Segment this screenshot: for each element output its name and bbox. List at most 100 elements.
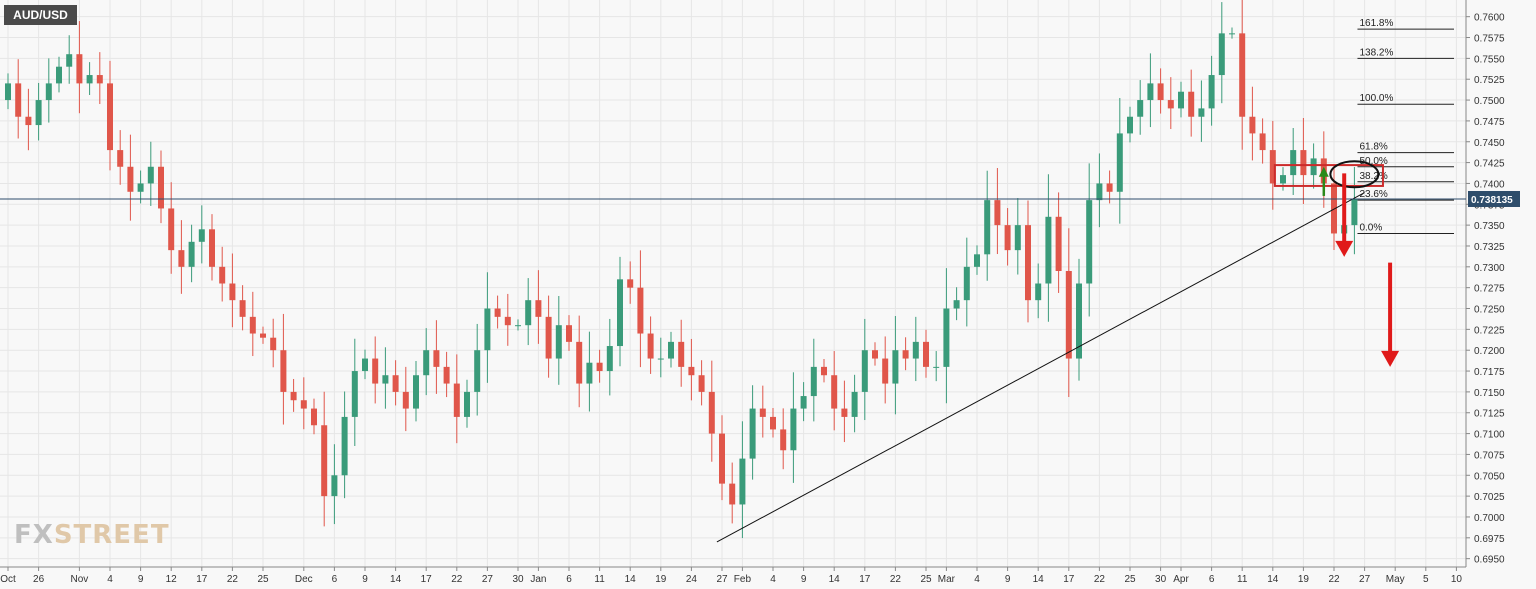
candle-body bbox=[158, 166, 164, 209]
candle-body bbox=[290, 391, 297, 401]
candle-body bbox=[790, 408, 797, 451]
candle-body bbox=[1259, 133, 1266, 151]
down-arrow-head bbox=[1335, 240, 1354, 257]
candle-body bbox=[372, 358, 379, 384]
candle-body bbox=[402, 391, 409, 409]
y-tick-label: 0.7550 bbox=[1474, 54, 1505, 65]
candle-body bbox=[1025, 225, 1031, 301]
candle-body bbox=[1014, 225, 1021, 251]
candle-body bbox=[453, 383, 460, 417]
candle-body bbox=[86, 75, 93, 84]
x-tick-label: 12 bbox=[166, 574, 178, 585]
candle-body bbox=[770, 416, 776, 430]
candle-body bbox=[1331, 183, 1337, 234]
candle-body bbox=[637, 287, 644, 334]
candle-body bbox=[698, 375, 705, 392]
fib-level-label: 50.0% bbox=[1359, 156, 1387, 167]
candle-body bbox=[76, 54, 83, 84]
x-tick-label: 4 bbox=[770, 574, 776, 585]
candle-body bbox=[1127, 116, 1133, 134]
y-tick-label: 0.7250 bbox=[1474, 305, 1505, 316]
candle-body bbox=[25, 116, 32, 126]
candle-body bbox=[545, 316, 552, 359]
x-tick-label: Dec bbox=[295, 574, 313, 585]
candle-body bbox=[953, 300, 960, 309]
fib-level-label: 38.2% bbox=[1359, 171, 1387, 182]
x-tick-label: 22 bbox=[890, 574, 902, 585]
candle-body bbox=[5, 83, 11, 101]
x-tick-label: Mar bbox=[938, 574, 956, 585]
candle-body bbox=[443, 366, 450, 384]
candle-body bbox=[1269, 150, 1276, 184]
candle-body bbox=[229, 283, 236, 301]
candle-body bbox=[392, 375, 399, 392]
candle-body bbox=[892, 350, 899, 384]
x-tick-label: 6 bbox=[1209, 574, 1215, 585]
candle-body bbox=[1351, 199, 1358, 226]
candle-body bbox=[504, 316, 511, 326]
y-tick-label: 0.7450 bbox=[1474, 138, 1505, 149]
x-tick-label: 6 bbox=[332, 574, 338, 585]
candle-body bbox=[219, 266, 226, 284]
candle-body bbox=[341, 416, 348, 476]
candle-body bbox=[66, 54, 73, 67]
candle-body bbox=[861, 350, 868, 392]
y-tick-label: 0.7325 bbox=[1474, 242, 1505, 253]
y-tick-label: 0.7500 bbox=[1474, 96, 1505, 107]
candle-body bbox=[668, 341, 674, 359]
y-tick-label: 0.7100 bbox=[1474, 430, 1505, 441]
candle-body bbox=[994, 200, 1001, 226]
fib-level-label: 100.0% bbox=[1359, 93, 1393, 104]
fxstreet-watermark: FXSTREET bbox=[14, 520, 170, 550]
candle-body bbox=[586, 362, 593, 384]
candle-body bbox=[1300, 150, 1307, 176]
x-tick-label: 30 bbox=[1155, 574, 1167, 585]
symbol-label: AUD/USD bbox=[4, 5, 77, 25]
fib-level-label: 161.8% bbox=[1359, 18, 1393, 29]
y-tick-label: 0.7600 bbox=[1474, 13, 1505, 24]
candle-body bbox=[555, 325, 562, 359]
candle-body bbox=[810, 366, 817, 397]
candle-body bbox=[657, 358, 664, 360]
candle-body bbox=[321, 425, 328, 497]
fib-level-label: 0.0% bbox=[1359, 222, 1382, 233]
candle-body bbox=[260, 333, 266, 338]
y-tick-label: 0.7525 bbox=[1474, 75, 1505, 86]
candle-body bbox=[1208, 75, 1215, 109]
candle-body bbox=[1178, 91, 1184, 109]
y-tick-label: 0.7275 bbox=[1474, 284, 1505, 295]
y-tick-label: 0.7575 bbox=[1474, 34, 1505, 45]
x-tick-label: 9 bbox=[362, 574, 368, 585]
candle-body bbox=[96, 75, 103, 84]
x-tick-label: 24 bbox=[686, 574, 698, 585]
candle-body bbox=[719, 433, 725, 484]
y-tick-label: 0.7125 bbox=[1474, 409, 1505, 420]
candle-body bbox=[729, 483, 736, 505]
x-tick-label: 6 bbox=[566, 574, 572, 585]
candle-body bbox=[1004, 225, 1011, 251]
candle-body bbox=[943, 308, 950, 367]
x-tick-label: 17 bbox=[1063, 574, 1075, 585]
candle-body bbox=[1310, 158, 1317, 176]
y-tick-label: 0.7050 bbox=[1474, 471, 1505, 482]
x-tick-label: 14 bbox=[829, 574, 841, 585]
candle-body bbox=[923, 341, 929, 367]
trendline bbox=[716, 192, 1365, 543]
x-tick-label: 10 bbox=[1451, 574, 1463, 585]
candle-body bbox=[780, 429, 787, 451]
y-tick-label: 0.7150 bbox=[1474, 388, 1505, 399]
candle-body bbox=[535, 300, 542, 317]
candle-body bbox=[45, 83, 52, 101]
candle-body bbox=[311, 408, 317, 426]
candle-body bbox=[759, 408, 766, 417]
x-tick-label: 22 bbox=[451, 574, 463, 585]
x-tick-label: Nov bbox=[71, 574, 89, 585]
candle-body bbox=[209, 229, 215, 267]
x-tick-label: May bbox=[1386, 574, 1405, 585]
fib-level-label: 138.2% bbox=[1359, 47, 1393, 58]
candle-body bbox=[1229, 33, 1235, 35]
x-tick-label: 14 bbox=[625, 574, 637, 585]
candle-body bbox=[107, 83, 113, 151]
candle-body bbox=[382, 375, 389, 384]
